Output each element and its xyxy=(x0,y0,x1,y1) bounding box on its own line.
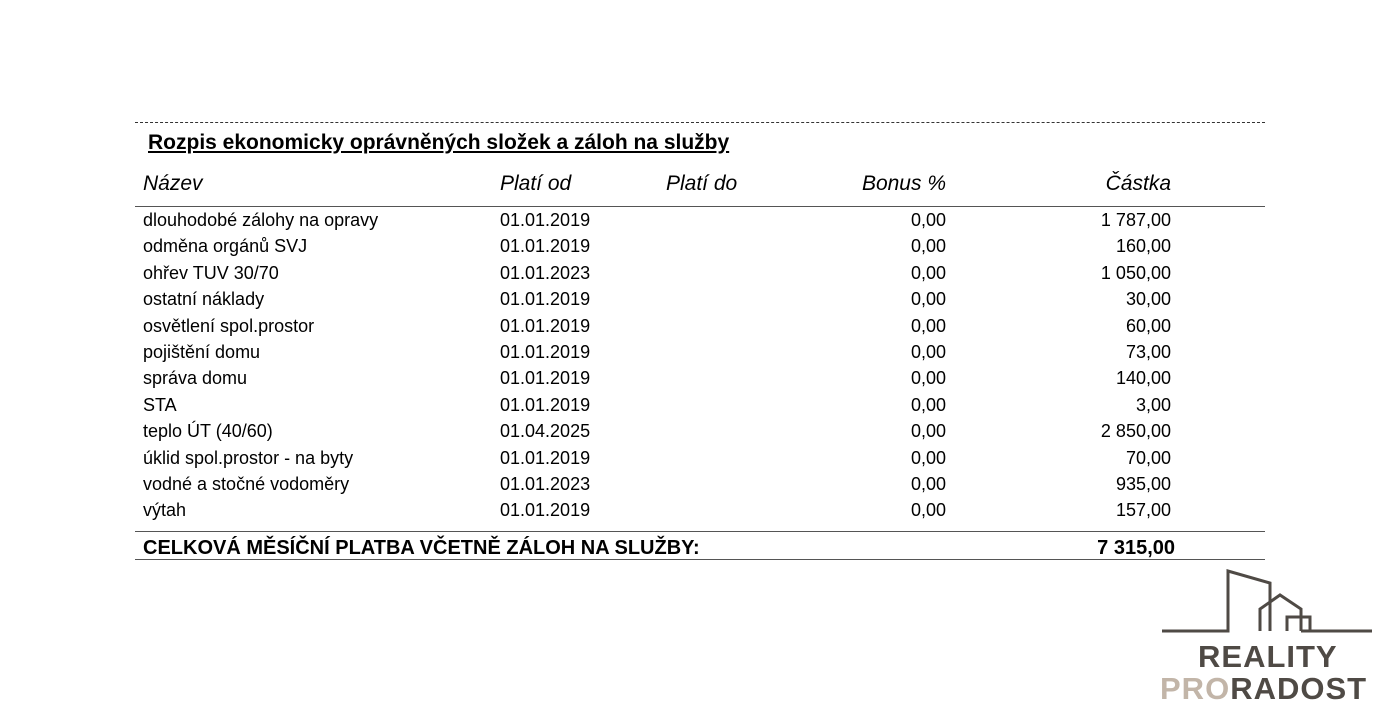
cell-bonus: 0,00 xyxy=(910,368,946,389)
cell-name: osvětlení spol.prostor xyxy=(143,315,315,336)
cell-name: vodné a stočné vodoměry xyxy=(143,474,350,494)
table-row: odměna orgánů SVJ 01.01.2019 0,00 160,00 xyxy=(0,236,1377,262)
section-title: Rozpis ekonomicky oprávněných složek a z… xyxy=(148,131,730,154)
cell-bonus: 0,00 xyxy=(910,289,946,310)
cell-from: 01.01.2019 xyxy=(500,289,591,310)
cell-amount: 70,00 xyxy=(1125,447,1171,468)
table-row: výtah 01.01.2019 0,00 157,00 xyxy=(0,500,1377,526)
cell-amount: 1 050,00 xyxy=(1100,262,1171,283)
logo-radost: RADOST xyxy=(1230,671,1368,706)
cell-from: 01.01.2019 xyxy=(500,315,591,336)
logo-pro: PRO xyxy=(1160,671,1231,706)
cell-amount: 3,00 xyxy=(1135,394,1171,415)
cell-name: úklid spol.prostor - na byty xyxy=(143,447,354,468)
cell-bonus: 0,00 xyxy=(910,342,946,362)
table-row: ohřev TUV 30/70 01.01.2023 0,00 1 050,00 xyxy=(0,263,1377,289)
cell-name: správa domu xyxy=(143,368,248,389)
table-row: pojištění domu 01.01.2019 0,00 73,00 xyxy=(0,342,1377,368)
building-icon xyxy=(1162,569,1372,633)
total-amount: 7 315,00 xyxy=(1097,537,1175,559)
table-row: STA 01.01.2019 0,00 3,00 xyxy=(0,395,1377,421)
col-header-name: Název xyxy=(143,172,203,195)
cell-name: pojištění domu xyxy=(143,342,261,362)
cell-amount: 2 850,00 xyxy=(1100,421,1171,442)
cell-from: 01.01.2023 xyxy=(500,262,591,283)
cell-amount: 60,00 xyxy=(1125,315,1171,336)
logo-reality: REALITY xyxy=(1198,639,1338,674)
col-header-to: Platí do xyxy=(666,172,738,195)
cell-amount: 157,00 xyxy=(1115,500,1171,521)
bottom-divider xyxy=(135,559,1265,560)
cell-name: ohřev TUV 30/70 xyxy=(143,262,279,283)
cell-name: odměna orgánů SVJ xyxy=(143,236,308,257)
cell-bonus: 0,00 xyxy=(910,421,946,442)
cell-amount: 160,00 xyxy=(1115,236,1171,257)
cell-bonus: 0,00 xyxy=(910,236,946,257)
cell-from: 01.01.2019 xyxy=(500,368,591,389)
cell-name: výtah xyxy=(143,500,187,521)
cell-from: 01.01.2023 xyxy=(500,474,591,494)
col-header-amount: Částka xyxy=(1105,172,1171,195)
company-logo: REALITY PRORADOST xyxy=(1160,565,1374,706)
cell-amount: 1 787,00 xyxy=(1100,210,1171,230)
cell-from: 01.01.2019 xyxy=(500,447,591,468)
cell-from: 01.01.2019 xyxy=(500,342,591,362)
table-row: úklid spol.prostor - na byty 01.01.2019 0,… xyxy=(0,448,1377,474)
table-row: ostatní náklady 01.01.2019 0,00 30,00 xyxy=(0,289,1377,315)
cell-bonus: 0,00 xyxy=(910,447,946,468)
total-label: CELKOVÁ MĚSÍČNÍ PLATBA VČETNĚ ZÁLOH NA S… xyxy=(143,537,700,559)
table-row: dlouhodobé zálohy na opravy 01.01.2019 0,0… xyxy=(0,210,1377,236)
cell-name: ostatní náklady xyxy=(143,289,265,310)
cell-bonus: 0,00 xyxy=(910,394,946,415)
col-header-from: Platí od xyxy=(500,172,572,195)
cell-bonus: 0,00 xyxy=(910,210,946,230)
table-row: osvětlení spol.prostor 01.01.2019 0,00 60,0… xyxy=(0,316,1377,342)
cell-name: dlouhodobé zálohy na opravy xyxy=(143,210,379,230)
header-divider xyxy=(135,206,1265,207)
dotted-separator xyxy=(135,122,1265,123)
cell-from: 01.01.2019 xyxy=(500,394,591,415)
table-row: vodné a stočné vodoměry 01.01.2023 0,00 935… xyxy=(0,474,1377,500)
cell-amount: 30,00 xyxy=(1125,289,1171,310)
cell-amount: 935,00 xyxy=(1115,474,1171,494)
table-row: správa domu 01.01.2019 0,00 140,00 xyxy=(0,368,1377,394)
cell-amount: 140,00 xyxy=(1115,368,1171,389)
cell-bonus: 0,00 xyxy=(910,474,946,494)
cell-from: 01.01.2019 xyxy=(500,500,591,521)
cell-amount: 73,00 xyxy=(1125,342,1171,362)
cell-name: STA xyxy=(143,394,177,415)
cell-from: 01.01.2019 xyxy=(500,210,591,230)
cell-name: teplo ÚT (40/60) xyxy=(143,421,273,442)
cell-from: 01.01.2019 xyxy=(500,236,591,257)
col-header-bonus: Bonus % xyxy=(861,172,946,195)
cell-bonus: 0,00 xyxy=(910,315,946,336)
total-divider xyxy=(135,531,1265,532)
table-row: teplo ÚT (40/60) 01.04.2025 0,00 2 850,00 xyxy=(0,421,1377,447)
cell-bonus: 0,00 xyxy=(910,262,946,283)
cell-from: 01.04.2025 xyxy=(500,421,591,442)
cell-bonus: 0,00 xyxy=(910,500,946,521)
